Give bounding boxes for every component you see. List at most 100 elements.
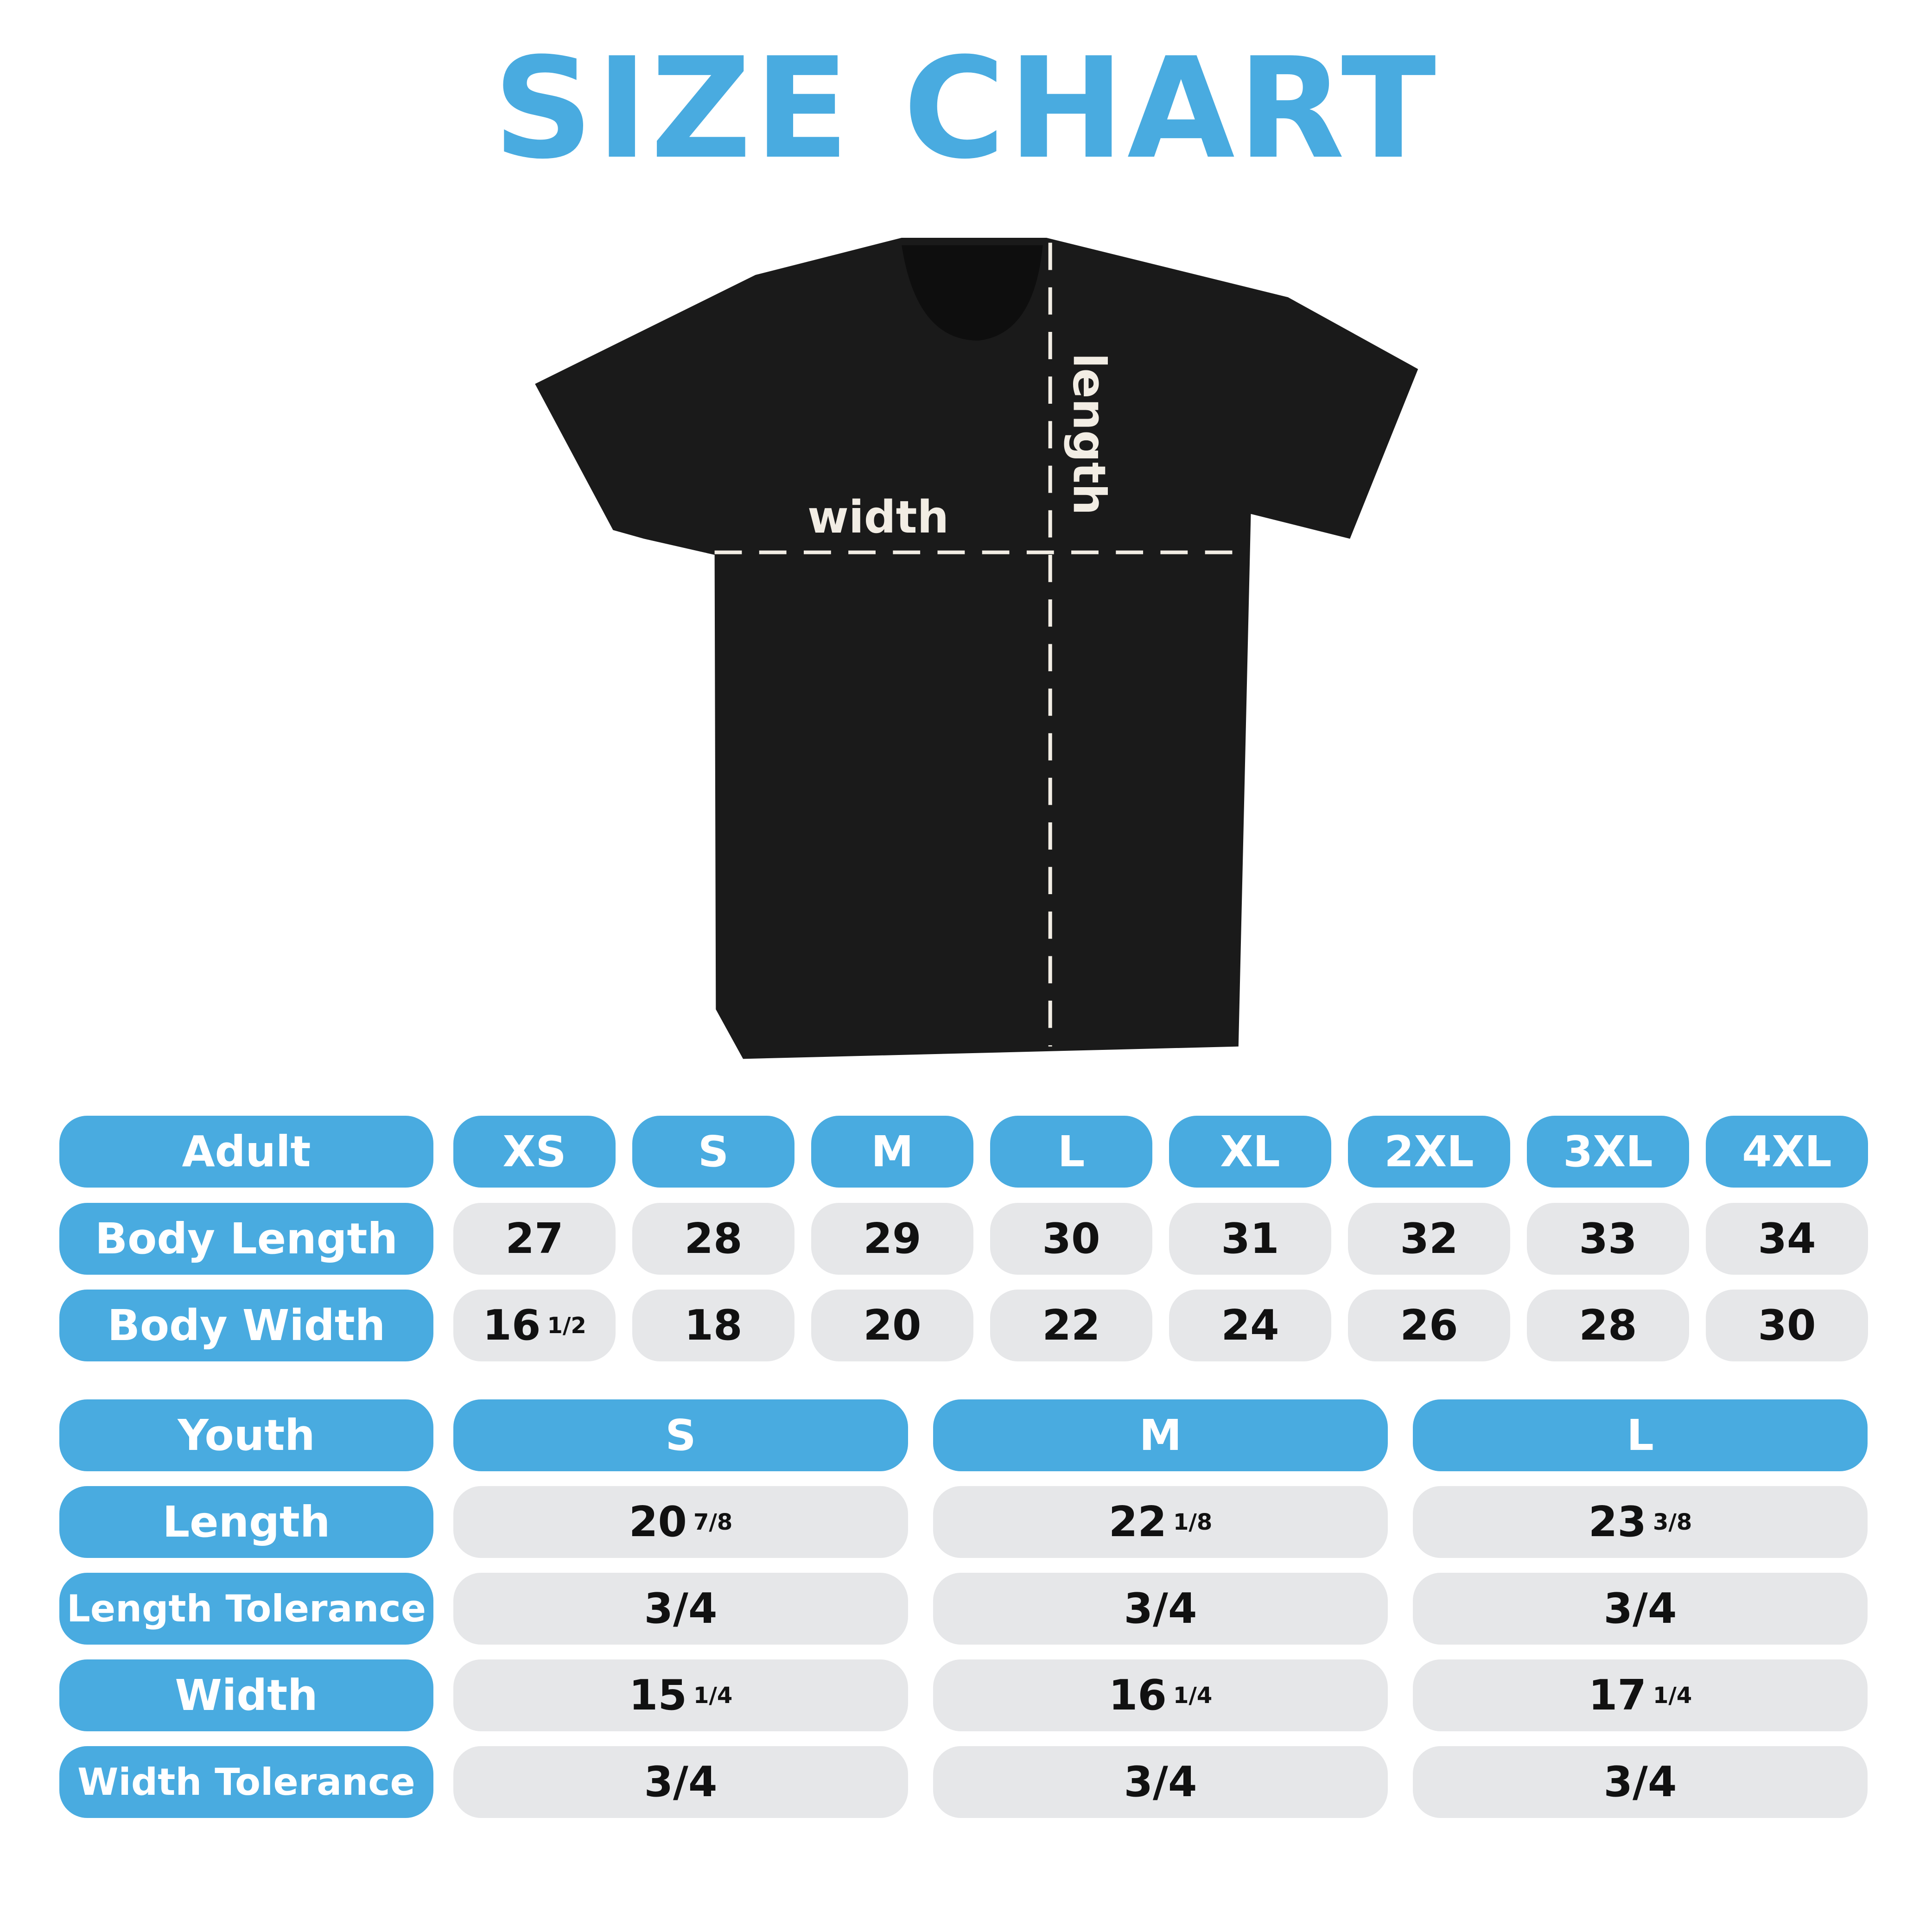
cell-value: 3/4	[644, 1584, 718, 1633]
label-text: Length	[162, 1497, 330, 1547]
adult-size-header: 4XL	[1706, 1116, 1868, 1188]
cell-value: 18	[684, 1301, 743, 1350]
youth-cell: 20 7/8	[453, 1486, 908, 1558]
cell-value: 17	[1588, 1671, 1646, 1720]
adult-cell: 26	[1348, 1290, 1510, 1361]
cell-value: 33	[1579, 1214, 1637, 1263]
cell-value: 16	[1108, 1671, 1167, 1720]
cell-value: 34	[1758, 1214, 1816, 1263]
adult-row-label: Body Width	[59, 1290, 433, 1361]
adult-cell: 20	[811, 1290, 973, 1361]
label-text: Body Length	[95, 1214, 398, 1264]
size-text: L	[1057, 1127, 1085, 1176]
adult-cell: 18	[632, 1290, 794, 1361]
label-text: Width Tolerance	[77, 1760, 415, 1804]
cell-value: 26	[1400, 1301, 1458, 1350]
cell-value: 30	[1758, 1301, 1816, 1350]
size-text: XL	[1220, 1127, 1280, 1176]
adult-size-header: S	[632, 1116, 794, 1188]
youth-header-label: Youth	[59, 1399, 433, 1471]
adult-size-header: 3XL	[1527, 1116, 1689, 1188]
cell-value: 3/4	[1124, 1584, 1197, 1633]
width-label: width	[807, 491, 949, 543]
cell-value: 30	[1042, 1214, 1100, 1263]
adult-cell: 27	[453, 1203, 616, 1275]
cell-value: 16	[483, 1301, 541, 1350]
page-title: SIZE CHART	[493, 28, 1439, 190]
cell-value: 22	[1042, 1301, 1100, 1350]
adult-cell: 34	[1706, 1203, 1868, 1275]
youth-cell: 15 1/4	[453, 1659, 908, 1731]
cell-value: 3/4	[1603, 1758, 1677, 1806]
length-label: length	[1063, 353, 1115, 515]
youth-row-label: Width	[59, 1659, 433, 1731]
adult-cell: 29	[811, 1203, 973, 1275]
youth-size-header: S	[453, 1399, 908, 1471]
adult-cell: 22	[990, 1290, 1152, 1361]
cell-value: 28	[684, 1214, 743, 1263]
adult-size-header: M	[811, 1116, 973, 1188]
youth-cell: 3/4	[1413, 1746, 1868, 1818]
youth-cell: 22 1/8	[933, 1486, 1388, 1558]
size-text: M	[871, 1127, 914, 1176]
size-text: XS	[502, 1127, 566, 1176]
youth-cell: 17 1/4	[1413, 1659, 1868, 1731]
adult-size-header: XS	[453, 1116, 616, 1188]
size-text: M	[1139, 1411, 1182, 1460]
size-text: 4XL	[1742, 1127, 1832, 1176]
cell-value: 3/4	[1603, 1584, 1677, 1633]
size-text: 3XL	[1563, 1127, 1653, 1176]
label-text: Adult	[182, 1127, 311, 1176]
adult-cell: 16 1/2	[453, 1290, 616, 1361]
adult-cell: 24	[1169, 1290, 1331, 1361]
cell-value: 28	[1579, 1301, 1637, 1350]
adult-size-header: 2XL	[1348, 1116, 1510, 1188]
youth-row-label: Length	[59, 1486, 433, 1558]
cell-fraction: 1/4	[693, 1682, 733, 1709]
cell-fraction: 1/2	[547, 1312, 586, 1339]
youth-cell: 3/4	[933, 1573, 1388, 1645]
cell-value: 31	[1221, 1214, 1279, 1263]
cell-value: 20	[629, 1498, 687, 1546]
cell-value: 22	[1108, 1498, 1167, 1546]
cell-value: 23	[1588, 1498, 1646, 1546]
size-text: S	[665, 1411, 696, 1460]
size-text: L	[1627, 1411, 1654, 1460]
adult-cell: 30	[1706, 1290, 1868, 1361]
adult-cell: 28	[632, 1203, 794, 1275]
cell-value: 15	[629, 1671, 687, 1720]
size-text: 2XL	[1384, 1127, 1474, 1176]
youth-row-label: Length Tolerance	[59, 1573, 433, 1645]
cell-value: 29	[863, 1214, 922, 1263]
cell-fraction: 1/8	[1173, 1509, 1213, 1535]
cell-value: 27	[505, 1214, 564, 1263]
adult-cell: 31	[1169, 1203, 1331, 1275]
label-text: Body Width	[107, 1301, 386, 1350]
tshirt-shape	[535, 237, 1418, 1059]
adult-cell: 28	[1527, 1290, 1689, 1361]
cell-value: 32	[1400, 1214, 1458, 1263]
youth-cell: 23 3/8	[1413, 1486, 1868, 1558]
adult-cell: 33	[1527, 1203, 1689, 1275]
size-text: S	[698, 1127, 729, 1176]
label-text: Length Tolerance	[66, 1587, 426, 1630]
adult-cell: 32	[1348, 1203, 1510, 1275]
youth-cell: 3/4	[933, 1746, 1388, 1818]
youth-cell: 3/4	[1413, 1573, 1868, 1645]
cell-value: 20	[863, 1301, 922, 1350]
youth-row-label: Width Tolerance	[59, 1746, 433, 1818]
youth-size-header: L	[1413, 1399, 1868, 1471]
cell-value: 3/4	[644, 1758, 718, 1806]
adult-size-header: L	[990, 1116, 1152, 1188]
cell-fraction: 1/4	[1652, 1682, 1692, 1709]
tshirt-collar	[902, 245, 1043, 341]
adult-header-label: Adult	[59, 1116, 433, 1188]
adult-size-header: XL	[1169, 1116, 1331, 1188]
youth-size-header: M	[933, 1399, 1388, 1471]
cell-fraction: 7/8	[693, 1509, 733, 1535]
adult-row-label: Body Length	[59, 1203, 433, 1275]
cell-value: 24	[1221, 1301, 1279, 1350]
cell-fraction: 1/4	[1173, 1682, 1213, 1709]
label-text: Youth	[178, 1411, 315, 1460]
cell-value: 3/4	[1124, 1758, 1197, 1806]
